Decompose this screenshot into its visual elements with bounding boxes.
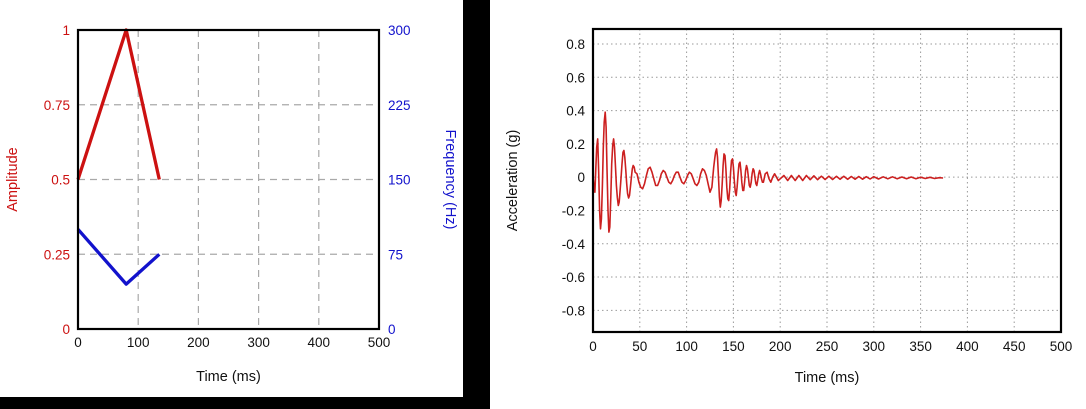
x-tick-label: 100 (675, 339, 698, 354)
left-y-tick-label: 0.25 (44, 247, 70, 262)
x-tick-label: 300 (247, 335, 270, 350)
x-tick-label: 0 (74, 335, 82, 350)
y-tick-label: 0 (577, 170, 585, 185)
left-y-tick-label: 1 (62, 23, 70, 38)
x-tick-label: 200 (769, 339, 792, 354)
y-axis-title: Acceleration (g) (505, 130, 521, 232)
left-y-axis-title: Amplitude (5, 147, 21, 211)
right-y-tick-label: 225 (388, 98, 411, 113)
x-tick-label: 300 (863, 339, 886, 354)
x-tick-label: 0 (589, 339, 597, 354)
x-tick-label: 400 (308, 335, 331, 350)
y-tick-label: -0.8 (562, 303, 585, 318)
right-y-tick-label: 150 (388, 173, 411, 188)
amplitude-frequency-chart: 0 100 200 300 400 50000.250.50.75107515022530… (5, 23, 458, 385)
y-tick-label: -0.4 (562, 237, 586, 252)
gridlines (78, 30, 379, 329)
x-axis-title: Time (ms) (795, 370, 860, 386)
x-axis-title: Time (ms) (196, 369, 261, 385)
frequency-line (76, 228, 161, 286)
x-tick-label: 50 (632, 339, 647, 354)
left-y-tick-label: 0.75 (44, 98, 70, 113)
x-tick-label: 150 (722, 339, 745, 354)
right-y-axis-title: Frequency (Hz) (442, 130, 458, 230)
x-tick-label: 100 (127, 335, 150, 350)
plot-border (591, 27, 1063, 334)
y-tick-label: 0.8 (566, 37, 585, 52)
acceleration-chart: 0 50 100 150 200 250 300 350 400 450 500 0.8 0.6 0.4 0… (505, 27, 1073, 386)
amplitude-frequency-panel: 0 100 200 300 400 500 0 0.25 0.5 0.75 1 0 75 150 225 30… (0, 0, 463, 397)
left-y-tick-label: 0 (62, 322, 70, 337)
right-y-tick-label: 300 (388, 23, 411, 38)
left-y-tick-label: 0.5 (51, 173, 70, 188)
plot-border (76, 28, 381, 331)
x-tick-label: 200 (187, 335, 210, 350)
y-tick-label: -0.2 (562, 203, 585, 218)
x-tick-label: 400 (956, 339, 979, 354)
y-tick-label: 0.2 (566, 137, 585, 152)
y-tick-label: -0.6 (562, 270, 585, 285)
gridlines (593, 29, 1061, 332)
acceleration-panel: 0 50 100 150 200 250 300 350 400 450 500 0.8 0.6 0.4 0… (490, 0, 1086, 409)
y-tick-label: 0.4 (566, 104, 585, 119)
x-tick-label: 500 (368, 335, 391, 350)
y-tick-label: 0.6 (566, 70, 585, 85)
x-tick-label: 250 (816, 339, 839, 354)
x-tick-label: 350 (909, 339, 932, 354)
x-tick-label: 450 (1003, 339, 1026, 354)
right-y-tick-label: 0 (388, 322, 396, 337)
acceleration-line (592, 111, 944, 233)
right-y-tick-label: 75 (388, 247, 403, 262)
x-tick-label: 500 (1050, 339, 1073, 354)
